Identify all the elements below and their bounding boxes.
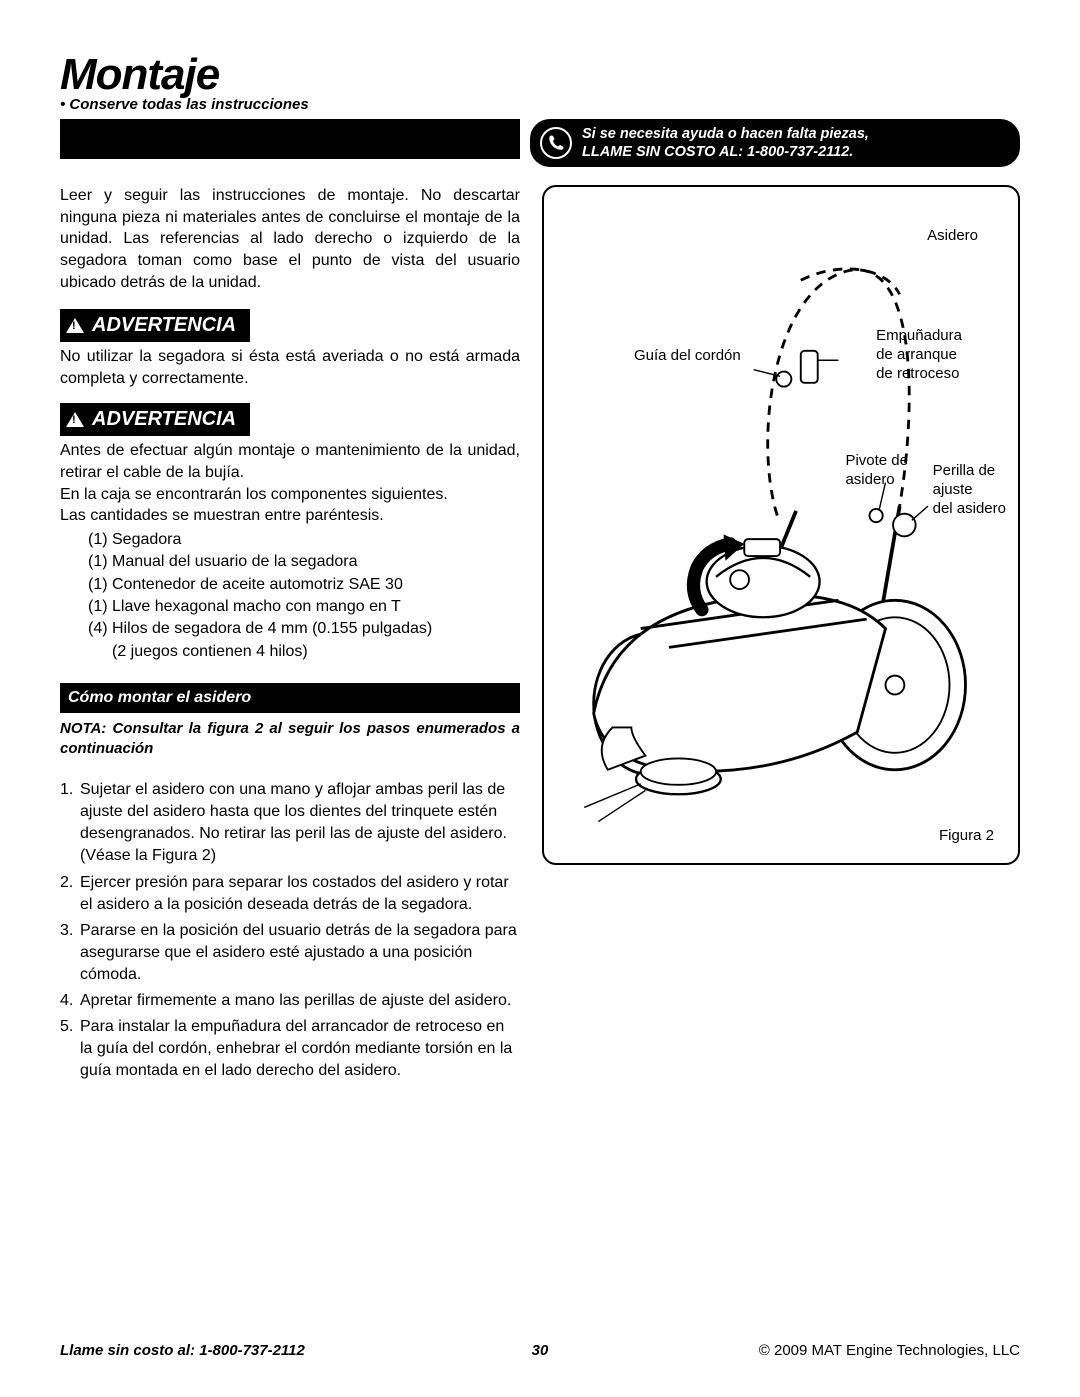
- warn2-line1: En la caja se encontrarán los componente…: [60, 484, 520, 506]
- component-list: (1) Segadora (1) Manual del usuario de l…: [88, 529, 520, 663]
- intro-paragraph: Leer y seguir las instrucciones de monta…: [60, 185, 520, 293]
- step-number: 4.: [60, 990, 80, 1012]
- content-columns: Leer y seguir las instrucciones de monta…: [60, 185, 1020, 1086]
- step-row: 3.Pararse en la posición del usuario det…: [60, 920, 520, 986]
- help-text: Si se necesita ayuda o hacen falta pieza…: [582, 125, 869, 161]
- warning-banner-1: ADVERTENCIA: [60, 309, 250, 342]
- list-item: (1) Manual del usuario de la segadora: [88, 551, 520, 573]
- warning-body-2: Antes de efectuar algún montaje o manten…: [60, 440, 520, 526]
- label-empunadura: Empuñadura de arranque de retroceso: [876, 327, 962, 383]
- step-number: 2.: [60, 872, 80, 916]
- phone-icon: [540, 127, 572, 159]
- section-header: Cómo montar el asidero: [60, 683, 520, 713]
- step-row: 2.Ejercer presión para separar los costa…: [60, 872, 520, 916]
- step-text: Ejercer presión para separar los costado…: [80, 872, 520, 916]
- step-text: Pararse en la posición del usuario detrá…: [80, 920, 520, 986]
- warn2-line0: Antes de efectuar algún montaje o manten…: [60, 440, 520, 483]
- list-item: (4) Hilos de segadora de 4 mm (0.155 pul…: [88, 618, 520, 640]
- step-row: 4.Apretar firmemente a mano las perillas…: [60, 990, 520, 1012]
- footer-copyright: © 2009 MAT Engine Technologies, LLC: [759, 1342, 1020, 1359]
- warning-banner-2: ADVERTENCIA: [60, 403, 250, 436]
- warning-label-1: ADVERTENCIA: [92, 312, 236, 339]
- header-black-bar: [60, 119, 520, 159]
- list-item: (2 juegos contienen 4 hilos): [112, 641, 520, 663]
- warning-body-1: No utilizar la segadora si ésta está ave…: [60, 346, 520, 389]
- step-number: 1.: [60, 779, 80, 867]
- warning-triangle-icon: [66, 318, 84, 333]
- step-text: Para instalar la empuñadura del arrancad…: [80, 1016, 520, 1082]
- figure-caption: Figura 2: [939, 827, 994, 846]
- figure-box: Asidero Guía del cordón Empuñadura de ar…: [542, 185, 1020, 865]
- warning-triangle-icon: [66, 412, 84, 427]
- label-perilla: Perilla de ajuste del asidero: [933, 462, 1006, 518]
- help-pill: Si se necesita ayuda o hacen falta pieza…: [530, 119, 1020, 167]
- section-note: NOTA: Consultar la figura 2 al seguir lo…: [60, 719, 520, 760]
- label-guia: Guía del cordón: [634, 347, 741, 366]
- label-pivote: Pivote de asidero: [845, 452, 908, 490]
- step-row: 1.Sujetar el asidero con una mano y aflo…: [60, 779, 520, 867]
- page-subtitle: • Conserve todas las instrucciones: [60, 96, 1020, 113]
- header-bar: Si se necesita ayuda o hacen falta pieza…: [60, 119, 1020, 167]
- footer-page-number: 30: [532, 1342, 549, 1359]
- footer-phone: Llame sin costo al: 1-800-737-2112: [60, 1342, 305, 1359]
- mower-diagram: [556, 199, 1006, 851]
- step-number: 3.: [60, 920, 80, 986]
- list-item: (1) Contenedor de aceite automotriz SAE …: [88, 574, 520, 596]
- list-item: (1) Segadora: [88, 529, 520, 551]
- help-line2: LLAME SIN COSTO AL: 1-800-737-2112.: [582, 144, 853, 160]
- right-column: Asidero Guía del cordón Empuñadura de ar…: [542, 185, 1020, 1086]
- step-number: 5.: [60, 1016, 80, 1082]
- warning-label-2: ADVERTENCIA: [92, 406, 236, 433]
- step-text: Apretar firmemente a mano las perillas d…: [80, 990, 520, 1012]
- help-line1: Si se necesita ayuda o hacen falta pieza…: [582, 126, 869, 142]
- page-footer: Llame sin costo al: 1-800-737-2112 30 © …: [60, 1342, 1020, 1359]
- steps-list: 1.Sujetar el asidero con una mano y aflo…: [60, 779, 520, 1082]
- page-title: Montaje: [60, 50, 1020, 100]
- step-text: Sujetar el asidero con una mano y afloja…: [80, 779, 520, 867]
- left-column: Leer y seguir las instrucciones de monta…: [60, 185, 520, 1086]
- step-row: 5.Para instalar la empuñadura del arranc…: [60, 1016, 520, 1082]
- warn2-line2: Las cantidades se muestran entre parénte…: [60, 505, 520, 527]
- list-item: (1) Llave hexagonal macho con mango en T: [88, 596, 520, 618]
- label-asidero: Asidero: [927, 227, 978, 246]
